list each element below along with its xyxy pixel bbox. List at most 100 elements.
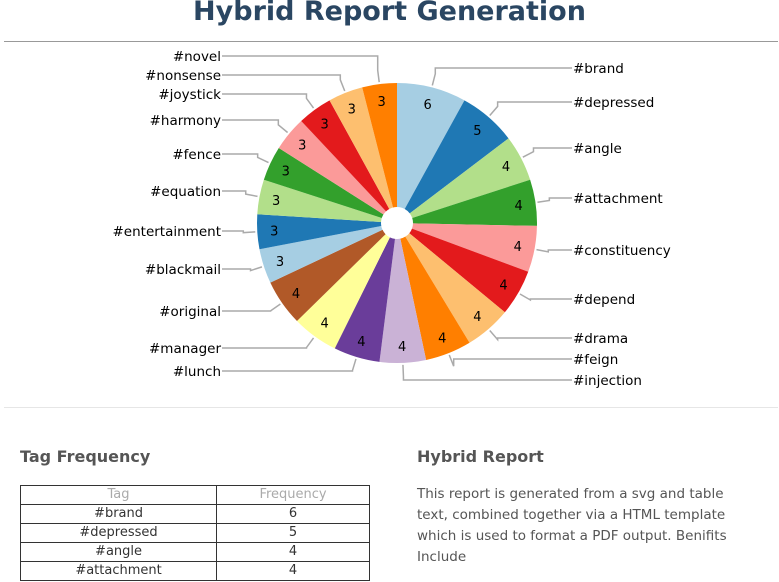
pie-slice [334,237,395,362]
slice-value-label: 3 [282,165,290,180]
tag-frequency-table: Tag Frequency #brand 6 #depressed 5 #angle… [19,485,370,581]
slice-value-label: 3 [272,194,280,209]
slice-value-label: 3 [348,103,356,118]
tag-cell: #brand [19,504,218,524]
leader-line [222,358,357,372]
category-label: #equation [150,184,221,200]
leader-line [222,303,281,312]
table-row: #brand 6 [19,504,370,524]
slice-value-label: 3 [276,255,284,270]
column-header-tag: Tag [19,485,218,505]
slice-value-label: 3 [377,95,385,110]
category-label: #harmony [150,113,221,129]
frequency-cell: 4 [216,561,370,581]
slice-value-label: 4 [321,317,329,332]
category-label: #original [159,304,221,320]
leader-line [489,330,572,342]
slice-value-label: 4 [473,310,481,325]
pie-slice [278,120,387,215]
leader-line [222,93,315,109]
report-heading: Hybrid Report [417,447,544,466]
pie-slice [270,229,386,321]
slice-value-label: 4 [499,279,507,294]
tag-cell: #attachment [19,561,218,581]
frequency-cell: 4 [216,542,370,562]
slice-value-label: 4 [292,287,300,302]
category-label: #fence [172,147,221,163]
pie-slice [259,225,383,283]
slice-value-label: 3 [321,117,329,132]
category-label: #feign [573,352,618,368]
leader-line [222,190,258,198]
pie-slice [409,138,531,219]
slice-value-label: 4 [438,331,446,346]
slice-value-label: 4 [514,240,522,255]
pie-slice [397,83,465,209]
leader-line [222,55,380,83]
pie-slice [296,234,390,349]
frequency-cell: 5 [216,523,370,543]
category-label: #nonsense [145,68,221,84]
title-divider [4,41,778,42]
category-label: #blackmail [145,262,221,278]
pie-slice [400,236,470,360]
leader-line [522,147,572,158]
slice-value-label: 3 [270,225,278,240]
frequency-cell: 6 [216,504,370,524]
category-label: #manager [149,341,221,357]
category-label: #joystick [158,87,221,103]
leader-line [536,248,572,253]
leader-line [222,266,263,272]
category-label: #angle [573,141,622,157]
leader-line [222,337,315,349]
category-label: #constituency [573,243,671,259]
slice-value-label: 4 [502,160,510,175]
pie-slice [409,228,529,313]
category-label: #injection [573,373,642,389]
leader-line [222,230,256,234]
leader-line [431,67,572,86]
report-description: This report is generated from a svg and … [417,486,727,565]
leader-line [489,101,572,116]
slice-value-label: 3 [298,139,306,154]
leader-line [222,74,346,92]
category-label: #brand [573,61,624,77]
category-label: #depressed [573,95,654,111]
pie-slice [412,179,537,226]
table-heading: Tag Frequency [20,447,151,466]
page-title: Hybrid Report Generation [193,0,586,27]
pie-chart: 6 #brand 5 #depressed 4 #angle 4 #attachment 4 #c… [112,49,671,389]
slice-value-label: 6 [423,98,431,113]
leader-line [519,293,572,302]
pie-slice [301,100,390,212]
pie-slice [263,147,384,219]
pie-slice [379,238,427,363]
pie-slice [257,179,382,222]
category-label: #entertainment [112,224,221,240]
tag-cell: #depressed [19,523,218,543]
pie-slice [404,100,509,214]
category-label: #attachment [573,191,663,207]
category-label: #depend [573,292,635,308]
leader-line [402,364,572,381]
section-divider [4,407,778,408]
pie-slice [411,223,537,272]
category-label: #drama [573,331,628,347]
column-header-frequency: Frequency [216,485,370,505]
table-row: #depressed 5 [19,523,370,543]
category-label: #lunch [173,364,221,380]
slice-value-label: 4 [398,340,406,355]
leader-line [537,197,572,203]
leader-line [448,354,572,367]
tag-cell: #angle [19,542,218,562]
table-row: #attachment 4 [19,561,370,581]
leader-line [222,153,269,164]
table-row: #angle 4 [19,542,370,562]
pie-slice [405,233,505,343]
pie-slice [362,83,397,208]
category-label: #novel [173,49,221,65]
leader-line [222,119,289,134]
slice-value-label: 5 [473,124,481,139]
slice-value-label: 4 [515,199,523,214]
pie-slice [329,87,394,209]
